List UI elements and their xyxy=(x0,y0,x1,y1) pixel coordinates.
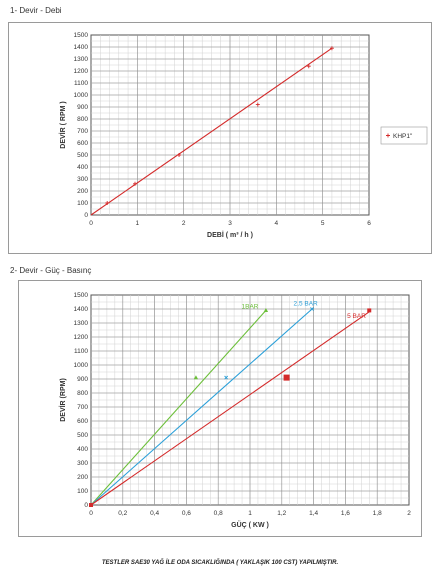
chart-frame-devir-guc-basinc: 0 0,2 0,4 0,6 0,8 1 1,2 1,4 1,6 1,8 2 0 100 200 300 400… xyxy=(18,280,422,537)
data-point xyxy=(193,375,199,380)
y-axis-title: DEVİR ( RPM ) xyxy=(59,101,67,148)
x-tick-label: 1,2 xyxy=(277,510,286,517)
data-point xyxy=(367,308,372,313)
section-heading-devir-debi: 1- Devir - Debi xyxy=(10,6,62,15)
series-line xyxy=(90,310,267,506)
x-axis-title: GÜÇ ( KW ) xyxy=(231,520,269,529)
series-label-5-bar: 5 BAR xyxy=(347,313,366,320)
x-tick-label: 0,4 xyxy=(150,510,159,517)
y-tick-label: 600 xyxy=(77,140,88,147)
y-tick-label: 0 xyxy=(84,502,88,509)
y-tick-label: 400 xyxy=(77,446,88,453)
series-line xyxy=(90,47,333,216)
series-label-2-5-bar: 2,5 BAR xyxy=(294,301,319,308)
x-tick-label: 2 xyxy=(182,220,186,227)
y-tick-label: 900 xyxy=(77,376,88,383)
x-tick-label: 1,8 xyxy=(373,510,382,517)
y-tick-label: 1100 xyxy=(74,80,88,87)
x-tick-label: 1 xyxy=(248,510,252,517)
x-axis-title: DEBİ ( m³ / h ) xyxy=(207,231,253,239)
y-tick-label: 1400 xyxy=(74,306,89,313)
x-tick-label: 0 xyxy=(89,220,93,227)
series-line xyxy=(90,307,314,506)
y-tick-label: 1500 xyxy=(74,292,89,299)
series-label-1bar: 1BAR xyxy=(242,303,259,310)
data-point xyxy=(255,102,260,107)
chart-devir-debi: 0 1 2 3 4 5 6 0 100 200 300 400 500 600 700 800 900 1000 1… xyxy=(59,32,428,239)
chart-devir-guc-basinc: 0 0,2 0,4 0,6 0,8 1 1,2 1,4 1,6 1,8 2 0 100 200 300 400… xyxy=(59,292,411,529)
test-conditions-note: TESTLER SAE30 YAĞ İLE ODA SICAKLIĞINDA (… xyxy=(101,560,339,566)
x-tick-label: 3 xyxy=(228,220,232,227)
y-tick-label: 700 xyxy=(77,404,88,411)
y-tick-label: 1300 xyxy=(74,56,89,63)
y-tick-label: 500 xyxy=(77,432,88,439)
data-point xyxy=(263,308,269,312)
y-tick-label: 1000 xyxy=(74,362,89,369)
data-point xyxy=(283,374,290,381)
y-tick-label: 300 xyxy=(77,460,88,467)
series-5-bar xyxy=(89,308,372,507)
y-tick-label: 800 xyxy=(77,116,88,123)
legend-box xyxy=(380,126,428,145)
y-tick-label: 900 xyxy=(77,104,88,111)
data-point xyxy=(306,64,311,69)
y-tick-label: 1000 xyxy=(74,92,89,99)
x-tick-label: 4 xyxy=(275,220,279,227)
data-point xyxy=(105,201,110,205)
y-axis-title: DEVİR (RPM) xyxy=(59,378,67,422)
y-tick-label: 100 xyxy=(77,200,88,207)
chart-frame-devir-debi: 0 1 2 3 4 5 6 0 100 200 300 400 500 600 700 800 900 1000 1… xyxy=(8,22,432,254)
section-heading-devir-guc-basinc: 2- Devir - Güç - Basınç xyxy=(10,266,92,275)
y-tick-label: 200 xyxy=(77,188,88,195)
y-tick-label: 100 xyxy=(77,488,88,495)
y-tick-label: 1400 xyxy=(74,44,89,51)
y-tick-label: 500 xyxy=(77,152,88,159)
legend-marker xyxy=(386,133,390,138)
legend-label: KHP1" xyxy=(393,133,413,140)
y-tick-label: 1500 xyxy=(74,32,89,39)
x-tick-label: 0,8 xyxy=(214,510,223,517)
data-point xyxy=(89,503,93,507)
y-tick-label: 1300 xyxy=(74,320,89,327)
y-tick-label: 200 xyxy=(77,474,88,481)
legend: KHP1" xyxy=(380,126,428,145)
y-tick-label: 800 xyxy=(77,390,88,397)
data-point xyxy=(224,375,229,380)
major-grid xyxy=(91,295,409,505)
data-point xyxy=(133,181,138,186)
x-tick-label: 0 xyxy=(89,510,93,517)
x-tick-label: 0,2 xyxy=(118,510,127,517)
series-line xyxy=(90,311,370,506)
x-tick-label: 0,6 xyxy=(182,510,191,517)
series-2-5-bar xyxy=(90,307,314,506)
y-tick-label: 300 xyxy=(77,176,88,183)
data-point xyxy=(177,153,182,157)
x-tick-label: 2 xyxy=(407,510,411,517)
y-tick-label: 700 xyxy=(77,128,88,135)
x-tick-label: 1 xyxy=(136,220,140,227)
y-tick-label: 1200 xyxy=(74,68,89,75)
data-point xyxy=(310,307,314,311)
x-tick-label: 1,4 xyxy=(309,510,318,517)
y-tick-label: 1200 xyxy=(74,334,89,341)
x-tick-label: 5 xyxy=(321,220,325,227)
data-point xyxy=(329,46,334,51)
y-tick-label: 0 xyxy=(84,212,88,219)
major-grid xyxy=(91,35,369,215)
series-khp1 xyxy=(90,46,334,216)
y-tick-label: 1100 xyxy=(74,348,88,355)
y-tick-label: 600 xyxy=(77,418,88,425)
y-tick-label: 400 xyxy=(77,164,88,171)
x-tick-label: 1,6 xyxy=(341,510,350,517)
x-tick-label: 6 xyxy=(367,220,371,227)
